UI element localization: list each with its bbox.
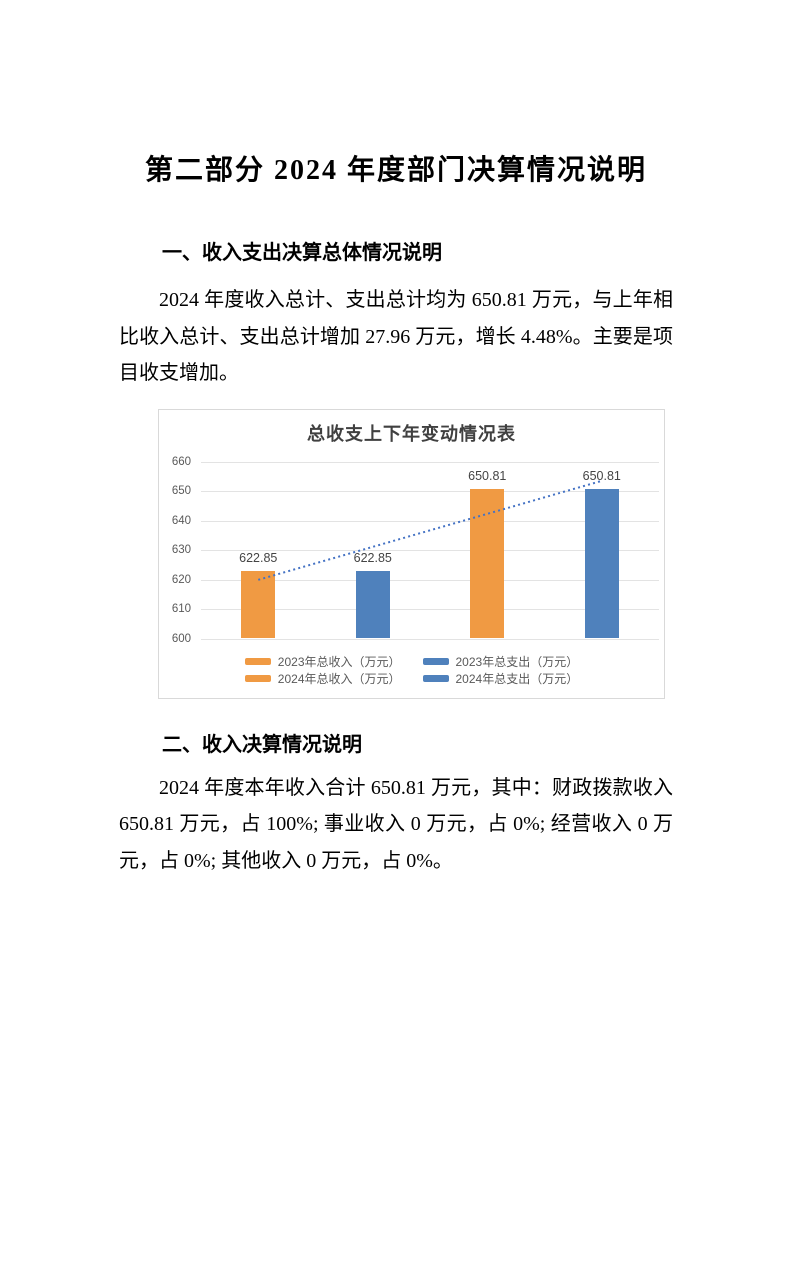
bar-value-label: 650.81 [468,468,507,483]
page-title: 第二部分 2024 年度部门决算情况说明 [144,155,647,186]
legend-item: 2024年总支出（万元） [422,671,579,686]
legend-swatch [244,658,271,665]
bar-4 [584,488,619,639]
legend-label: 2024年总收入（万元） [277,671,401,686]
y-axis-tick-label: 650 [171,485,191,497]
gridline [201,638,659,640]
chart-title: 总收支上下年变动情况表 [307,423,516,444]
legend-row: 2023年总收入（万元） 2023年总支出（万元） [244,654,579,669]
legend-swatch [244,675,271,682]
y-axis-tick-label: 640 [171,514,191,527]
legend-item: 2023年总收入（万元） [244,654,401,669]
chart-plot-area: 600 610 620 630 640 650 660 622.85 622.85 650.81 6… [159,410,664,698]
legend-item: 2023年总支出（万元） [422,654,579,669]
trend-line [257,479,603,581]
gridline [201,491,659,492]
bar-2 [355,571,390,639]
legend-item: 2024年总收入（万元） [244,671,401,686]
legend-label: 2023年总支出（万元） [455,654,579,669]
y-axis-tick-label: 620 [171,573,191,586]
bar-1 [241,571,276,639]
legend-label: 2023年总收入（万元） [277,654,401,669]
legend-swatch [422,675,449,682]
y-axis-tick-label: 660 [171,455,191,468]
gridline [201,579,659,581]
legend-row: 2024年总收入（万元） 2024年总支出（万元） [244,671,579,686]
gridline [201,550,659,551]
section-1-heading: 一、收入支出决算总体情况说明 [162,242,442,264]
gridline [201,609,659,610]
bar-value-label: 650.81 [582,468,621,483]
section-2-heading: 二、收入决算情况说明 [162,733,362,756]
bar-3 [470,488,505,639]
gridline [201,520,659,522]
section-1-paragraph: 2024 年度收入总计、支出总计均为 650.81 万元，与上年相比收入总计、支… [119,289,673,384]
y-axis-tick-label: 630 [171,544,191,556]
chart: 总收支上下年变动情况表 600 610 620 630 640 650 660 622.85 6… [158,408,665,699]
chart-legend: 2023年总收入（万元） 2023年总支出（万元） 2024年总收入（万元） 2024… [159,655,664,686]
section-2-paragraph: 2024 年度本年收入合计 650.81 万元，其中：财政拨款收入 650.81… [119,776,673,872]
document-page: { "document": { "title": "第二部分 2024 年度部门… [0,150,793,1272]
y-axis-tick-label: 600 [171,632,191,645]
gridline [201,461,659,463]
legend-label: 2024年总支出（万元） [455,671,579,686]
bar-value-label: 622.85 [353,551,392,566]
y-axis-tick-label: 610 [171,603,191,615]
bar-value-label: 622.85 [239,551,278,566]
legend-swatch [422,658,449,665]
